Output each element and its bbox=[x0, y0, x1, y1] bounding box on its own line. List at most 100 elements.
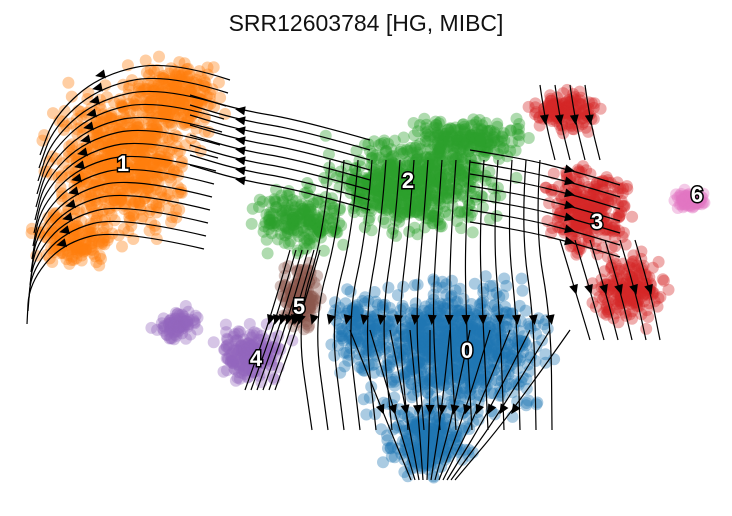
cell-point bbox=[374, 198, 387, 211]
cell-point bbox=[107, 162, 120, 175]
cell-point bbox=[96, 127, 109, 140]
cell-point bbox=[378, 193, 391, 206]
cell-point bbox=[157, 104, 170, 117]
cell-point bbox=[374, 167, 387, 180]
cell-point bbox=[385, 150, 398, 163]
cell-point bbox=[145, 144, 158, 156]
cell-point bbox=[456, 136, 469, 149]
cell-point bbox=[194, 86, 207, 99]
cell-point bbox=[101, 162, 114, 175]
cell-point bbox=[91, 227, 104, 240]
cell-point bbox=[354, 194, 367, 207]
cell-point bbox=[108, 198, 121, 211]
cell-point bbox=[100, 130, 113, 143]
cell-point bbox=[419, 198, 432, 211]
cell-point bbox=[375, 138, 388, 150]
cell-point bbox=[117, 162, 130, 175]
cell-point bbox=[368, 197, 381, 210]
cell-point bbox=[137, 170, 150, 183]
cell-point bbox=[378, 136, 391, 149]
cell-point bbox=[104, 193, 117, 205]
cell-point bbox=[377, 156, 390, 168]
cell-point bbox=[428, 190, 441, 203]
cell-point bbox=[163, 188, 176, 201]
cell-point bbox=[271, 233, 284, 246]
cell-point bbox=[173, 56, 186, 69]
cell-point bbox=[163, 332, 176, 345]
cell-point bbox=[384, 158, 397, 171]
cell-point bbox=[411, 384, 424, 397]
cell-point bbox=[466, 206, 479, 218]
cell-point bbox=[473, 135, 486, 148]
cell-point bbox=[513, 129, 526, 142]
cell-point bbox=[136, 155, 149, 168]
cell-point bbox=[380, 145, 393, 157]
cell-point bbox=[386, 191, 398, 204]
cell-point bbox=[83, 195, 96, 208]
cell-point bbox=[404, 144, 417, 157]
cell-point bbox=[415, 185, 428, 197]
cell-point bbox=[159, 91, 172, 104]
cell-point bbox=[410, 187, 423, 200]
cell-point bbox=[125, 142, 138, 155]
cell-point bbox=[50, 207, 63, 220]
cell-point bbox=[282, 237, 295, 250]
cell-point bbox=[47, 226, 60, 239]
cell-point bbox=[176, 90, 189, 103]
cell-point bbox=[185, 132, 198, 145]
cell-point bbox=[124, 105, 137, 118]
cell-point bbox=[106, 133, 119, 146]
cell-point bbox=[136, 106, 149, 119]
cell-point bbox=[91, 116, 104, 129]
cell-point bbox=[38, 129, 51, 142]
cell-point bbox=[429, 159, 442, 172]
cell-point bbox=[74, 244, 87, 257]
cell-point bbox=[447, 159, 460, 172]
cluster-label-2: 2 bbox=[402, 168, 414, 193]
cell-point bbox=[201, 99, 214, 112]
cell-point bbox=[403, 225, 416, 238]
cell-point bbox=[450, 182, 463, 195]
cell-point bbox=[130, 185, 143, 198]
cell-point bbox=[103, 137, 115, 150]
cell-point bbox=[386, 227, 399, 240]
cell-point bbox=[430, 175, 443, 188]
cell-point bbox=[434, 149, 447, 162]
cell-point bbox=[520, 397, 533, 409]
cell-point bbox=[339, 297, 352, 310]
cell-point bbox=[429, 192, 442, 205]
cell-point bbox=[366, 148, 379, 160]
cell-point bbox=[384, 179, 397, 192]
cell-point bbox=[393, 187, 406, 199]
cell-point bbox=[130, 99, 143, 112]
cell-point bbox=[105, 175, 118, 188]
cell-point bbox=[396, 189, 409, 202]
cell-point bbox=[163, 133, 176, 146]
cell-point bbox=[430, 163, 442, 175]
cell-point bbox=[115, 100, 128, 113]
cell-point bbox=[103, 171, 115, 184]
cell-point bbox=[194, 70, 207, 83]
cell-point bbox=[431, 165, 444, 178]
cell-point bbox=[370, 164, 383, 177]
cell-point bbox=[303, 227, 316, 240]
cell-point bbox=[399, 172, 412, 185]
cell-point bbox=[169, 68, 182, 81]
cell-point bbox=[411, 204, 424, 217]
cell-point bbox=[93, 259, 106, 272]
cell-point bbox=[497, 289, 510, 302]
cell-point bbox=[378, 168, 391, 181]
cell-point bbox=[307, 230, 320, 243]
cell-point bbox=[85, 191, 98, 204]
cell-point bbox=[101, 134, 114, 147]
cell-point bbox=[116, 99, 129, 112]
cell-point bbox=[167, 102, 180, 115]
cell-point bbox=[139, 176, 152, 189]
cell-point bbox=[135, 136, 148, 149]
cell-point bbox=[78, 191, 91, 204]
cell-point bbox=[166, 98, 178, 111]
cell-point bbox=[185, 98, 198, 111]
cell-point bbox=[127, 233, 140, 245]
cell-point bbox=[416, 153, 429, 166]
cell-point bbox=[136, 141, 149, 154]
